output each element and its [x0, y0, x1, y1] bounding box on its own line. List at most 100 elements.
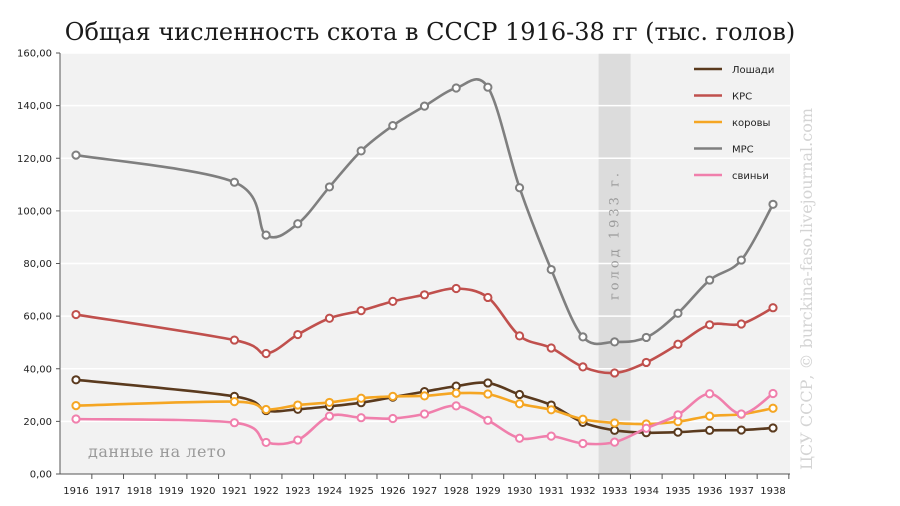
x-tick-label: 1929 [475, 486, 500, 497]
data-point [514, 389, 525, 400]
data-point [578, 438, 588, 449]
data-point [261, 230, 271, 240]
x-tick-label: 1932 [570, 486, 595, 497]
x-tick-label: 1923 [285, 486, 310, 497]
source-credit: ЦСУ СССР, © burckina-faso.livejournal.co… [797, 108, 816, 470]
data-point [293, 219, 303, 229]
data-point [293, 435, 303, 445]
data-point [356, 305, 366, 316]
data-point [229, 335, 240, 345]
data-point [673, 410, 683, 420]
data-point [673, 339, 683, 349]
data-point [609, 437, 620, 447]
data-point [293, 400, 303, 410]
data-point [705, 389, 715, 399]
data-point [356, 413, 366, 423]
data-point [641, 423, 651, 433]
x-tick-label: 1918 [127, 486, 152, 497]
data-point [641, 332, 651, 343]
x-tick-label: 1927 [412, 486, 437, 497]
data-point [293, 329, 303, 340]
data-point [324, 313, 335, 323]
data-point [356, 393, 366, 403]
chart-title: Общая численность скота в СССР 1916-38 г… [65, 18, 795, 46]
x-tick-label: 1924 [317, 486, 342, 497]
y-tick-label: 160,00 [17, 49, 52, 60]
x-tick-label: 1925 [348, 486, 373, 497]
data-point [483, 389, 493, 399]
data-point [514, 183, 525, 193]
data-point [705, 411, 715, 421]
data-point [736, 319, 746, 329]
data-point [768, 388, 778, 399]
data-point [419, 409, 430, 419]
legend-label: коровы [732, 118, 770, 129]
data-point [229, 397, 240, 407]
legend-label: КРС [732, 92, 752, 103]
data-point [71, 150, 81, 160]
x-tick-label: 1928 [443, 486, 468, 497]
data-point [609, 337, 620, 347]
x-tick-label: 1938 [760, 486, 785, 497]
data-point [641, 357, 651, 368]
x-tick-label: 1919 [158, 486, 183, 497]
data-point [705, 320, 715, 330]
x-tick-label: 1916 [63, 486, 88, 497]
data-point [451, 388, 461, 398]
data-point [514, 399, 525, 409]
data-point [514, 433, 525, 443]
x-tick-label: 1935 [665, 486, 690, 497]
y-axis: 0,00 20,00 40,00 60,00 80,00 100,00 120,00 140,… [17, 49, 61, 481]
legend-label: МРС [732, 145, 754, 156]
y-tick-label: 60,00 [23, 312, 52, 323]
data-point [736, 409, 746, 419]
data-point [451, 83, 461, 93]
y-tick-label: 120,00 [17, 154, 52, 165]
data-point [578, 362, 588, 372]
data-point [546, 405, 556, 415]
data-point [261, 404, 271, 415]
data-point [451, 401, 461, 411]
y-tick-label: 20,00 [23, 417, 52, 428]
famine-label: голод 1933 г. [608, 170, 623, 300]
data-point [483, 378, 493, 388]
data-point [71, 375, 81, 385]
data-point [356, 146, 366, 156]
data-point [388, 121, 398, 131]
data-point [514, 331, 525, 341]
data-point [736, 425, 746, 435]
data-point [451, 283, 461, 294]
data-point [483, 292, 493, 303]
legend-label: Лошади [732, 65, 774, 76]
summer-data-note: данные на лето [88, 442, 226, 461]
data-point [578, 332, 588, 342]
data-point [546, 264, 556, 275]
data-point [324, 411, 335, 421]
legend-label: свиньи [732, 171, 769, 182]
data-point [736, 255, 746, 265]
x-tick-label: 1920 [190, 486, 215, 497]
legend: Лошади КРС коровы МРС свиньи [694, 65, 774, 182]
data-point [609, 418, 620, 428]
data-point [673, 427, 683, 437]
data-point [483, 82, 493, 92]
data-point [768, 423, 778, 433]
y-tick-label: 140,00 [17, 101, 52, 112]
x-tick-label: 1922 [253, 486, 278, 497]
x-tick-label: 1933 [602, 486, 627, 497]
data-point [609, 368, 620, 378]
data-point [546, 431, 556, 441]
data-point [768, 303, 778, 313]
x-tick-label: 1936 [697, 486, 722, 497]
data-point [261, 348, 271, 359]
data-point [768, 199, 778, 209]
data-point [419, 391, 430, 401]
data-point [388, 391, 398, 401]
x-tick-label: 1934 [634, 486, 659, 497]
data-point [388, 413, 398, 424]
x-tick-label: 1937 [729, 486, 754, 497]
data-point [578, 414, 588, 424]
x-tick-label: 1930 [507, 486, 532, 497]
series-group [71, 78, 778, 449]
